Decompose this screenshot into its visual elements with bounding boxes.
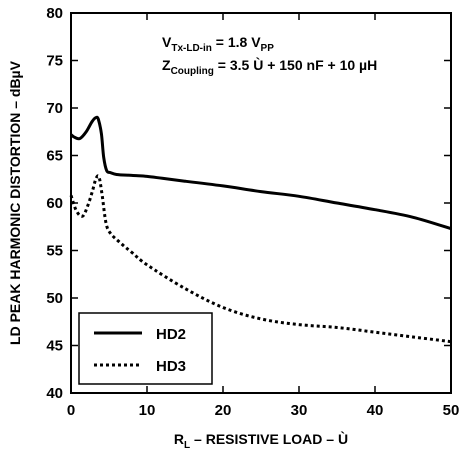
axis-ticks: 0 10 20 30 40 50 40 45 50 55 60 65 70 75 80: [46, 5, 459, 419]
x-tick-label: 30: [291, 402, 308, 419]
x-tick-label: 10: [139, 402, 156, 419]
annotation-text: VTx-LD-in = 1.8 VPP: [162, 34, 274, 54]
y-tick-label: 65: [46, 148, 63, 165]
y-tick-label: 40: [46, 385, 63, 402]
axis-labels: RL – RESISTIVE LOAD – Ù LD PEAK HARMONIC …: [7, 60, 348, 451]
y-tick-label: 60: [46, 195, 63, 212]
y-axis-label: LD PEAK HARMONIC DISTORTION – dBµV: [7, 60, 23, 345]
x-axis-label: RL – RESISTIVE LOAD – Ù: [174, 430, 348, 451]
y-tick-label: 70: [46, 100, 63, 117]
legend-label-hd2: HD2: [156, 326, 186, 343]
legend-label-hd3: HD3: [156, 358, 186, 375]
y-tick-label: 50: [46, 290, 63, 307]
x-tick-label: 40: [367, 402, 384, 419]
annotation-text: ZCoupling = 3.5 Ù + 150 nF + 10 µH: [162, 56, 377, 77]
x-tick-label: 0: [67, 402, 75, 419]
x-tick-label: 20: [215, 402, 232, 419]
legend: HD2 HD3: [78, 312, 213, 385]
y-tick-label: 45: [46, 338, 63, 355]
x-tick-label: 50: [443, 402, 460, 419]
series-line-hd2: [70, 115, 452, 231]
y-tick-label: 75: [46, 53, 63, 70]
y-tick-label: 55: [46, 243, 63, 260]
y-tick-label: 80: [46, 5, 63, 22]
series-layer: [69, 115, 452, 344]
legend-box: [78, 312, 213, 385]
